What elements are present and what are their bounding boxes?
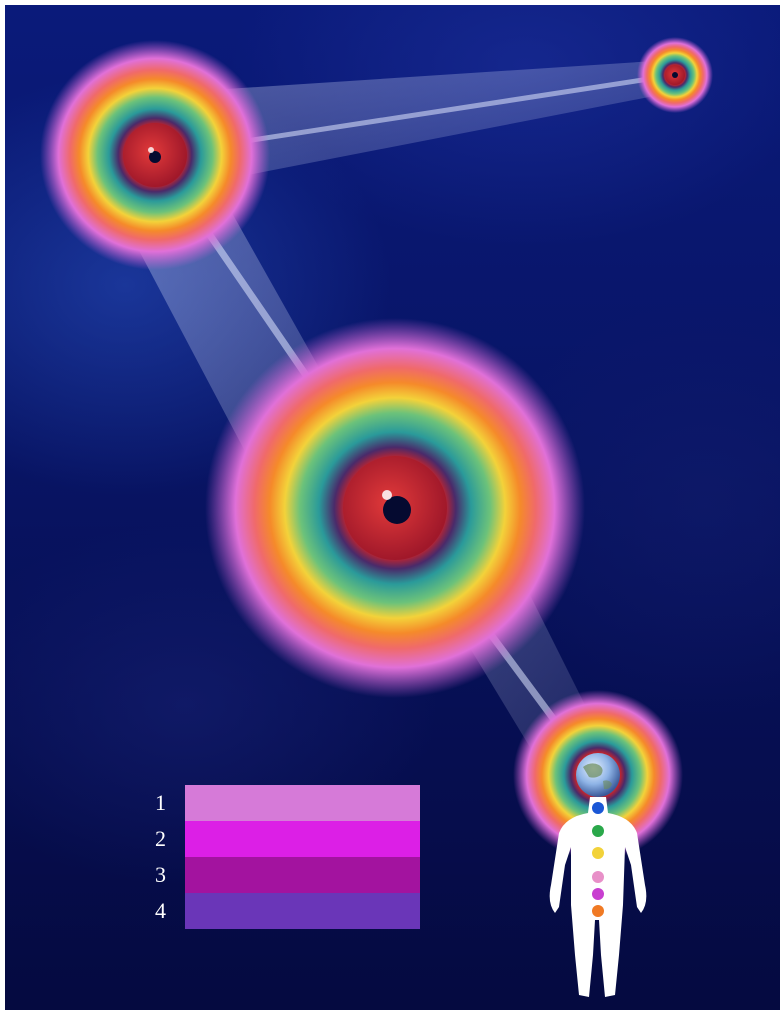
legend-row-1: 1 (155, 785, 425, 821)
legend-row-3: 3 (155, 857, 425, 893)
artwork-canvas: 1 2 3 4 (5, 5, 780, 1010)
chakra-dot (592, 871, 604, 883)
chakra-dot (592, 847, 604, 859)
legend-row-4: 4 (155, 893, 425, 929)
sphere-top-right (637, 37, 713, 113)
legend-number: 4 (155, 898, 166, 923)
earth-globe-icon (576, 753, 620, 797)
legend-swatch (185, 857, 420, 893)
legend-swatch (185, 785, 420, 821)
sphere-top-left (40, 40, 270, 270)
legend-number: 2 (155, 826, 166, 851)
legend-row-2: 2 (155, 821, 425, 857)
legend-number: 3 (155, 862, 166, 887)
chakra-dot (592, 825, 604, 837)
chakra-points (592, 802, 604, 917)
spheres-illustration (40, 37, 713, 997)
legend-swatch (185, 893, 420, 929)
legend-swatch (185, 821, 420, 857)
sphere-center-large (205, 318, 585, 698)
chakra-dot (592, 802, 604, 814)
legend-number: 1 (155, 790, 166, 815)
chakra-dot (592, 905, 604, 917)
chakra-dot (592, 888, 604, 900)
